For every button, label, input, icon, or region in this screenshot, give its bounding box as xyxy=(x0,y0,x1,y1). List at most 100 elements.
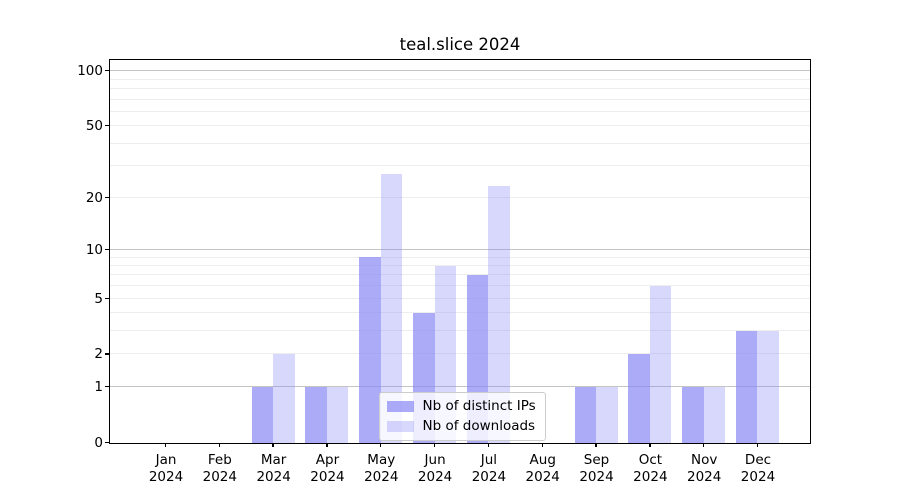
x-tick-month: Sep xyxy=(583,452,610,468)
x-tick-label: Jan 2024 xyxy=(134,452,198,485)
bar-distinct-ips-may xyxy=(359,257,381,443)
x-tick-month: Dec xyxy=(744,452,772,468)
x-tick-label: Feb 2024 xyxy=(188,452,252,485)
bar-distinct-ips-dec xyxy=(735,330,758,443)
bar-downloads-apr xyxy=(326,386,349,443)
x-tick-month: Mar xyxy=(260,452,287,468)
y-tick-mark xyxy=(104,248,109,250)
x-tick-month: Jun xyxy=(424,452,446,468)
gridline-minor xyxy=(109,142,810,144)
bar-distinct-ips-apr xyxy=(305,386,327,443)
x-tick-mark xyxy=(756,442,759,447)
gridline-minor xyxy=(109,256,810,258)
gridline-minor xyxy=(109,110,810,112)
x-tick-month: Nov xyxy=(690,452,718,468)
x-tick-year: 2024 xyxy=(364,468,399,485)
legend-item-downloads: Nb of downloads xyxy=(386,418,536,435)
x-tick-mark xyxy=(541,442,543,447)
x-tick-year: 2024 xyxy=(633,468,668,485)
y-tick-mark xyxy=(104,297,109,299)
x-tick-month: Apr xyxy=(315,452,340,468)
y-tick-mark xyxy=(104,353,109,355)
x-tick-mark xyxy=(487,442,490,447)
gridline-minor xyxy=(109,165,810,167)
x-tick-label: Apr 2024 xyxy=(295,452,359,485)
bar-distinct-ips-nov xyxy=(682,386,704,443)
bar-distinct-ips-mar xyxy=(251,386,274,443)
gridline-major xyxy=(109,248,810,250)
x-tick-year: 2024 xyxy=(148,468,184,485)
x-tick-year: 2024 xyxy=(310,468,345,485)
x-tick-year: 2024 xyxy=(525,468,560,485)
gridline-minor xyxy=(109,78,810,80)
x-tick-mark xyxy=(649,442,651,447)
gridline-major xyxy=(109,70,810,72)
x-tick-month: May xyxy=(367,452,396,468)
y-tick-mark xyxy=(104,125,109,127)
gridline-minor xyxy=(109,330,810,332)
x-tick-label: Jun 2024 xyxy=(403,452,467,485)
bar-distinct-ips-sep xyxy=(574,386,597,443)
x-tick-mark xyxy=(595,442,597,447)
gridline-minor xyxy=(109,87,810,89)
x-tick-mark xyxy=(433,442,436,447)
bar-distinct-ips-oct xyxy=(628,354,650,443)
x-tick-year: 2024 xyxy=(417,468,453,485)
gridline-major xyxy=(109,386,810,388)
bar-downloads-jul xyxy=(488,186,510,443)
legend-item-distinct-ips: Nb of distinct IPs xyxy=(386,398,536,415)
x-tick-mark xyxy=(380,442,382,447)
gridline-minor xyxy=(109,353,810,355)
y-tick-label: 100 xyxy=(77,63,103,80)
x-tick-month: Jan xyxy=(155,452,177,468)
x-tick-label: Dec 2024 xyxy=(726,452,790,485)
y-tick-label: 1 xyxy=(94,379,103,396)
legend: Nb of distinct IPs Nb of downloads xyxy=(378,391,546,441)
gridline-minor xyxy=(109,312,810,314)
x-tick-year: 2024 xyxy=(256,468,291,485)
x-tick-label: Aug 2024 xyxy=(511,452,575,485)
y-tick-label: 0 xyxy=(94,435,103,451)
plot-area: Nb of distinct IPs Nb of downloads xyxy=(104,58,811,447)
y-tick-label: 10 xyxy=(85,241,103,258)
x-tick-year: 2024 xyxy=(202,468,237,485)
x-tick-month: Aug xyxy=(529,452,556,468)
y-tick-mark xyxy=(104,196,109,198)
y-tick-label: 50 xyxy=(85,118,103,135)
bar-downloads-nov xyxy=(703,386,726,443)
x-tick-month: Jul xyxy=(480,452,498,468)
bar-downloads-dec xyxy=(757,330,779,443)
x-tick-label: Jul 2024 xyxy=(457,452,521,485)
legend-swatch-downloads-icon xyxy=(386,420,414,432)
x-tick-mark xyxy=(164,442,167,447)
gridline-minor xyxy=(109,98,810,100)
x-tick-year: 2024 xyxy=(740,468,776,485)
bar-downloads-sep xyxy=(596,386,618,443)
legend-label-distinct-ips: Nb of distinct IPs xyxy=(422,398,536,414)
x-tick-label: May 2024 xyxy=(349,452,413,485)
x-tick-label: Sep 2024 xyxy=(565,452,629,485)
x-tick-mark xyxy=(272,442,274,447)
x-tick-label: Mar 2024 xyxy=(242,452,306,485)
x-tick-year: 2024 xyxy=(579,468,614,485)
y-tick-label: 2 xyxy=(94,346,103,363)
bar-downloads-may xyxy=(380,174,403,443)
bar-downloads-mar xyxy=(273,354,295,443)
x-tick-month: Oct xyxy=(638,452,663,468)
gridline-minor xyxy=(109,274,810,276)
y-tick-label: 20 xyxy=(85,189,103,206)
chart-title: teal.slice 2024 xyxy=(399,35,521,54)
x-tick-label: Oct 2024 xyxy=(618,452,682,485)
x-tick-mark xyxy=(218,442,220,447)
x-tick-mark xyxy=(703,442,705,447)
gridline-minor xyxy=(109,297,810,299)
y-tick-mark xyxy=(104,386,109,388)
x-tick-month: Feb xyxy=(207,452,232,468)
gridline-minor xyxy=(109,125,810,127)
y-tick-mark xyxy=(104,441,109,444)
legend-swatch-distinct-ips-icon xyxy=(386,400,414,412)
gridline-minor xyxy=(109,196,810,198)
y-tick-label: 5 xyxy=(94,290,103,307)
gridline-minor xyxy=(109,264,810,266)
x-tick-year: 2024 xyxy=(686,468,722,485)
